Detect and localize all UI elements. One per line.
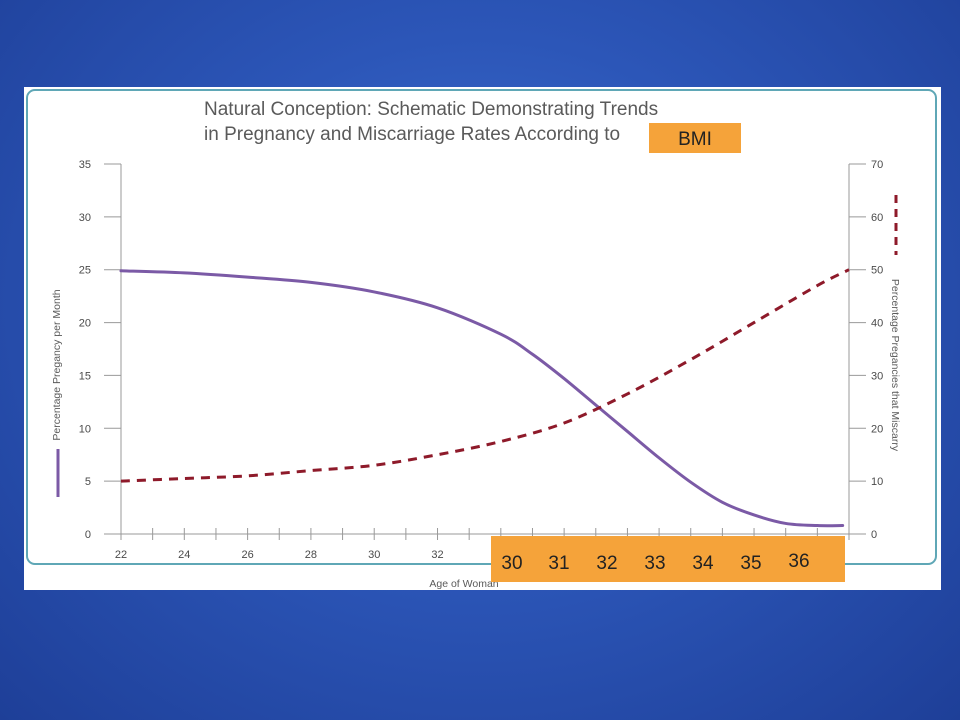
y-right-tick-label: 60 [871,212,883,224]
y-right-axis-label: Percentage Pregancies that Miscarry [889,279,901,452]
y-right-tick-label: 70 [871,159,883,171]
y-left-tick-label: 5 [85,476,91,488]
bmi-label: BMI [678,129,712,150]
y-left-tick-label: 0 [85,529,91,541]
pregnancy-rate-line [119,269,845,528]
chart-title-line1: Natural Conception: Schematic Demonstrat… [204,99,658,120]
chart-frame [26,89,937,565]
y-left-axis-label: Percentage Pregancy per Month [51,289,63,440]
x-tick-label: 32 [431,549,443,561]
y-right-tick-label: 0 [871,529,877,541]
x-axis-label: Age of Woman [429,578,498,590]
age-overlay-label: 34 [692,553,714,574]
x-tick-label: 30 [368,549,380,561]
y-left-tick-label: 10 [79,423,91,435]
age-overlay-label: 33 [644,553,665,574]
y-left-tick-label: 15 [79,370,91,382]
x-tick-label: 24 [178,549,190,561]
y-left-tick-label: 25 [79,265,91,277]
chart-svg: Natural Conception: Schematic Demonstrat… [51,99,901,590]
y-right-tick-label: 30 [871,370,883,382]
y-right-tick-label: 40 [871,318,883,330]
y-left-tick-label: 30 [79,212,91,224]
x-tick-label: 26 [241,549,253,561]
bmi-highlight-box [649,123,741,153]
age-overlay-label: 30 [501,553,522,574]
chart-title-line2: in Pregnancy and Miscarriage Rates Accor… [204,124,620,145]
y-left-tick-label: 35 [79,159,91,171]
age-highlight-box [491,536,845,582]
chart-panel: Natural Conception: Schematic Demonstrat… [24,87,941,590]
miscarriage-rate-line [120,268,850,483]
age-overlay-label: 32 [596,553,617,574]
x-tick-label: 28 [305,549,317,561]
age-overlay-label: 31 [548,553,569,574]
age-overlay-label: 35 [740,553,761,574]
y-right-tick-label: 50 [871,265,883,277]
y-left-tick-label: 20 [79,318,91,330]
y-right-tick-label: 20 [871,423,883,435]
y-right-tick-label: 10 [871,476,883,488]
x-tick-label: 22 [115,549,127,561]
age-overlay-label: 36 [788,551,809,572]
